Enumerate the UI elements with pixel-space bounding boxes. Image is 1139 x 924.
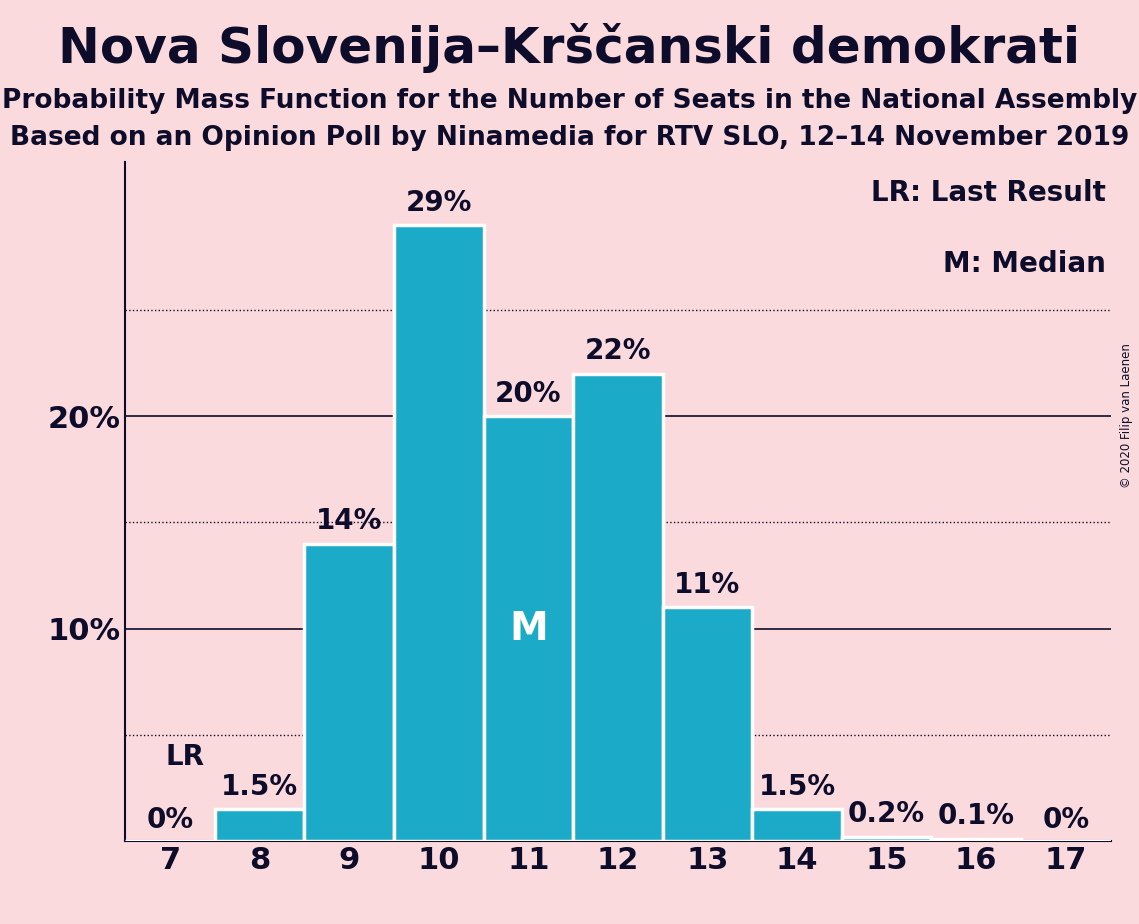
Text: Based on an Opinion Poll by Ninamedia for RTV SLO, 12–14 November 2019: Based on an Opinion Poll by Ninamedia fo… xyxy=(10,125,1129,151)
Text: LR: Last Result: LR: Last Result xyxy=(871,178,1106,207)
Text: 14%: 14% xyxy=(316,507,383,535)
Bar xyxy=(932,839,1021,841)
Bar xyxy=(663,607,752,841)
Bar xyxy=(304,543,394,841)
Text: 29%: 29% xyxy=(405,188,472,217)
Text: 1.5%: 1.5% xyxy=(221,772,298,800)
Text: © 2020 Filip van Laenen: © 2020 Filip van Laenen xyxy=(1121,344,1133,488)
Text: M: Median: M: Median xyxy=(943,250,1106,278)
Text: LR: LR xyxy=(165,743,205,772)
Bar xyxy=(842,836,932,841)
Bar xyxy=(752,809,842,841)
Text: 0%: 0% xyxy=(1042,807,1089,834)
Text: 0%: 0% xyxy=(147,807,194,834)
Bar xyxy=(215,809,304,841)
Text: 11%: 11% xyxy=(674,571,740,599)
Text: M: M xyxy=(509,610,548,648)
Text: 22%: 22% xyxy=(584,337,652,365)
Text: 0.1%: 0.1% xyxy=(937,802,1015,831)
Text: 20%: 20% xyxy=(495,380,562,407)
Bar xyxy=(484,417,573,841)
Text: Nova Slovenija–Krščanski demokrati: Nova Slovenija–Krščanski demokrati xyxy=(58,23,1081,73)
Text: 0.2%: 0.2% xyxy=(849,800,925,828)
Text: Probability Mass Function for the Number of Seats in the National Assembly: Probability Mass Function for the Number… xyxy=(2,88,1137,114)
Text: 1.5%: 1.5% xyxy=(759,772,836,800)
Bar xyxy=(394,225,484,841)
Bar xyxy=(573,374,663,841)
